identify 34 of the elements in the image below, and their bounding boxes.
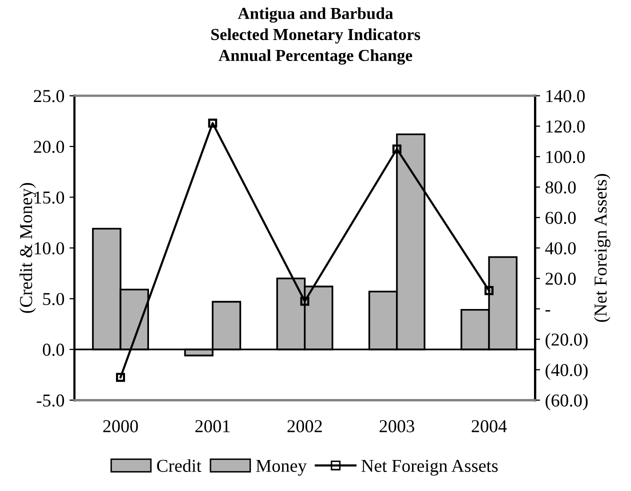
y-tick-label: 25.0 <box>34 90 64 102</box>
y2-tick-label: 100.0 <box>546 150 585 164</box>
y-tick-label: 5.0 <box>43 292 64 306</box>
y2-tick-label: 60.0 <box>546 212 576 224</box>
y-tick-label: 10.0 <box>34 242 64 254</box>
y2-tick-label: 140.0 <box>546 90 585 102</box>
y2-tick-label: - <box>545 310 550 312</box>
point <box>392 144 402 154</box>
y-axis-title: (Credit & Money) <box>19 183 36 313</box>
y2-tick-label: (20.0) <box>546 333 588 350</box>
point <box>484 286 494 296</box>
x-tick-label: 2003 <box>380 420 414 432</box>
y2-tick-label: 40.0 <box>545 242 576 254</box>
y2-tick-label: (40.0) <box>546 363 588 380</box>
chart-title: Antigua and Barbuda Selected Monetary Indicators Annual Percentage Change <box>211 7 420 65</box>
y2-tick-label: 80.0 <box>546 181 576 194</box>
point <box>208 118 218 128</box>
y2-tick-label: 120.0 <box>546 120 585 133</box>
x-tick-label: 2001 <box>195 420 230 432</box>
legend-label: Net Foreign Assets <box>361 460 498 476</box>
x-tick-label: 2000 <box>103 420 138 432</box>
x-tick-label: 2004 <box>472 420 507 432</box>
y-tick-label: 0.0 <box>42 344 64 356</box>
point <box>300 296 310 306</box>
point <box>116 372 126 382</box>
legend-label: Credit <box>157 459 202 472</box>
x-tick-label: 2002 <box>288 420 322 432</box>
y-tick-label: 15.0 <box>34 191 64 204</box>
y-tick-label: 20.0 <box>34 140 64 154</box>
y2-tick-label: (60.0) <box>546 394 588 410</box>
legend-label: Money <box>256 460 307 476</box>
y-tick-label: -5.0 <box>36 394 64 407</box>
y2-tick-label: 20.0 <box>546 272 576 285</box>
y2-axis-title: (Net Foreign Assets) <box>594 174 610 322</box>
